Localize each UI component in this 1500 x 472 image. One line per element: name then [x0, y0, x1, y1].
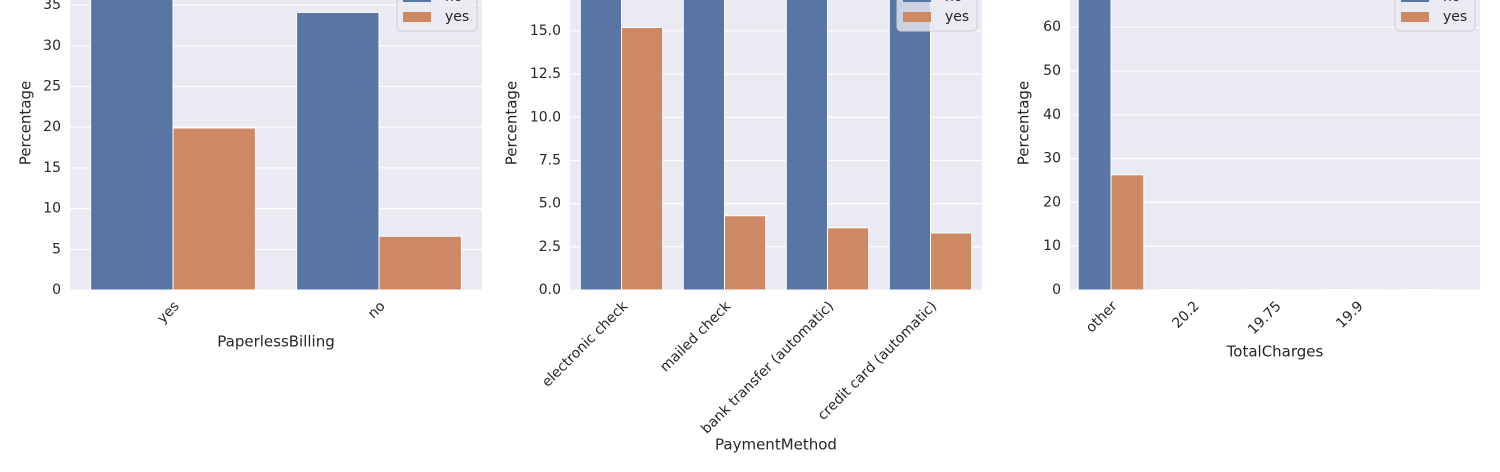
legend-swatch — [403, 0, 431, 2]
y-tick-label: 10.0 — [530, 109, 561, 125]
y-tick-label: 60 — [1043, 19, 1061, 35]
legend-label: no — [945, 0, 962, 5]
x-tick-label: other — [1083, 298, 1121, 336]
legend-swatch — [903, 12, 931, 22]
legend-label: yes — [1443, 9, 1467, 25]
x-axis-title: PaperlessBilling — [217, 333, 335, 351]
y-axis-title: Percentage — [17, 81, 35, 165]
x-tick-label: mailed check — [657, 298, 735, 376]
bar — [724, 215, 767, 291]
x-tick-label: 20.2 — [1169, 298, 1202, 331]
legend-swatch — [903, 0, 931, 2]
y-axis-title: Percentage — [1015, 81, 1033, 165]
y-tick-label: 50 — [1043, 63, 1061, 79]
legend-label: yes — [945, 9, 969, 25]
y-tick-label: 30 — [43, 38, 61, 54]
legend-box — [896, 0, 978, 32]
y-tick-label: 10 — [1043, 238, 1061, 254]
bar — [378, 235, 462, 291]
x-axis-title: TotalCharges — [1226, 343, 1324, 361]
y-axis-title: Percentage — [503, 81, 521, 165]
y-tick-label: 10 — [43, 201, 61, 217]
y-tick-label: 15.0 — [530, 23, 561, 39]
y-tick-label: 35 — [43, 0, 61, 13]
bar — [1110, 174, 1145, 291]
bar — [785, 0, 828, 291]
x-axis-title: PaymentMethod — [715, 436, 837, 454]
subplot: 0.0 2.5 5.0 7.5 10.0 12.5 15.0 electronic check… — [503, 0, 982, 454]
legend-swatch — [1401, 0, 1429, 2]
legend-box — [396, 0, 478, 32]
y-tick-label: 5.0 — [539, 196, 561, 212]
y-tick-label: 12.5 — [530, 66, 561, 82]
y-tick-label: 2.5 — [539, 239, 561, 255]
x-tick-label: 19.75 — [1245, 298, 1285, 338]
x-tick-label: 19.9 — [1333, 298, 1366, 331]
y-tick-label: 5 — [52, 241, 61, 257]
bar — [296, 11, 380, 291]
legend-swatch — [403, 12, 431, 22]
y-tick-label: 20 — [1043, 194, 1061, 210]
bar — [621, 26, 664, 291]
bar — [827, 227, 870, 291]
subplot: 0 10 20 30 40 50 60 other 20.2 19.75 19.9 TotalChar… — [1015, 0, 1480, 361]
y-tick-label: 20 — [43, 119, 61, 135]
y-tick-label: 25 — [43, 79, 61, 95]
legend-box — [1394, 0, 1476, 32]
y-tick-label: 15 — [43, 160, 61, 176]
bar — [579, 0, 622, 291]
legend-label: no — [445, 0, 462, 5]
bar — [682, 0, 725, 291]
y-tick-label: 40 — [1043, 107, 1061, 123]
legend-swatch — [1401, 12, 1429, 22]
bar — [930, 232, 973, 291]
y-tick-label: 30 — [1043, 151, 1061, 167]
bar — [1077, 0, 1112, 291]
bar — [172, 127, 256, 291]
x-tick-label: electronic check — [539, 298, 632, 391]
legend-label: yes — [445, 9, 469, 25]
legend-label: no — [1443, 0, 1460, 5]
x-tick-label: credit card (automatic) — [815, 298, 940, 423]
bar — [90, 0, 174, 291]
x-tick-label: yes — [154, 298, 182, 326]
x-tick-label: no — [365, 298, 389, 322]
y-tick-label: 0 — [1052, 282, 1061, 298]
bar — [888, 0, 931, 291]
y-tick-label: 0.0 — [539, 282, 561, 298]
y-tick-label: 7.5 — [539, 152, 561, 168]
subplot: 0 5 10 15 20 25 30 35 yes no PaperlessBilling Perce… — [17, 0, 482, 351]
y-tick-label: 0 — [52, 282, 61, 298]
